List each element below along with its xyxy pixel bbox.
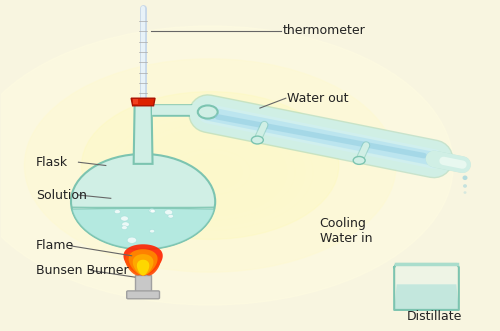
Text: Flask: Flask <box>36 156 68 169</box>
Polygon shape <box>125 251 151 275</box>
FancyBboxPatch shape <box>135 275 151 292</box>
Ellipse shape <box>462 175 468 180</box>
Circle shape <box>353 157 365 165</box>
Circle shape <box>198 106 218 118</box>
Polygon shape <box>394 284 459 310</box>
Polygon shape <box>134 103 152 164</box>
Polygon shape <box>138 253 160 275</box>
Circle shape <box>252 136 264 144</box>
FancyBboxPatch shape <box>126 291 160 299</box>
Circle shape <box>168 214 173 218</box>
Polygon shape <box>128 249 158 275</box>
Polygon shape <box>124 244 163 275</box>
Ellipse shape <box>82 92 339 239</box>
Polygon shape <box>131 98 155 106</box>
Text: Solution: Solution <box>36 189 87 202</box>
Circle shape <box>71 154 215 249</box>
Text: Cooling
Water in: Cooling Water in <box>320 217 372 245</box>
Ellipse shape <box>0 26 453 305</box>
Text: Distillate: Distillate <box>406 310 462 323</box>
Polygon shape <box>137 260 149 275</box>
Circle shape <box>164 210 172 215</box>
Polygon shape <box>72 207 215 249</box>
Text: Flame: Flame <box>36 239 74 253</box>
Circle shape <box>122 226 128 229</box>
Ellipse shape <box>24 59 396 272</box>
Polygon shape <box>394 264 459 310</box>
Polygon shape <box>133 99 138 105</box>
Circle shape <box>150 229 154 233</box>
Circle shape <box>127 237 136 243</box>
Text: thermometer: thermometer <box>282 24 365 37</box>
Circle shape <box>150 210 156 213</box>
Circle shape <box>114 210 120 213</box>
Ellipse shape <box>463 184 467 188</box>
Circle shape <box>122 222 130 227</box>
Circle shape <box>149 209 155 213</box>
Ellipse shape <box>464 191 466 194</box>
Text: Bunsen Burner: Bunsen Burner <box>36 264 129 277</box>
Text: Water out: Water out <box>288 92 349 105</box>
Polygon shape <box>132 254 154 275</box>
Circle shape <box>120 216 128 221</box>
